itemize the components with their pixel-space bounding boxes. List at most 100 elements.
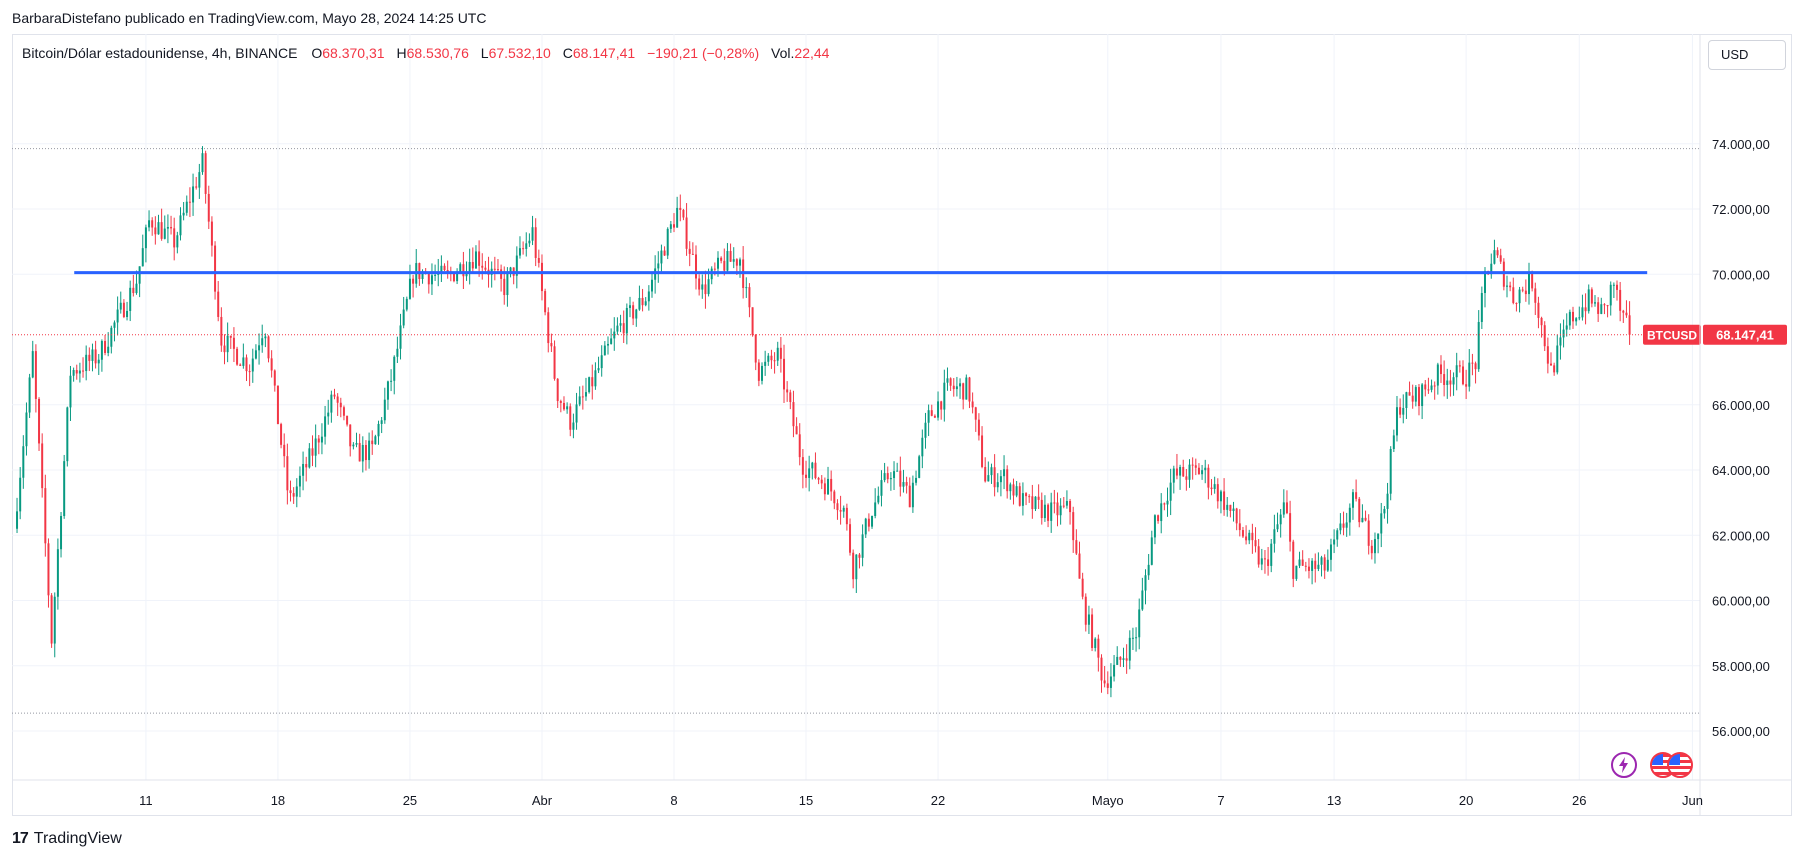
candle-body <box>383 399 386 421</box>
candle-body <box>113 322 116 328</box>
candle-body <box>176 235 179 248</box>
candle-body <box>503 278 506 296</box>
candle-body <box>515 255 518 276</box>
candle-body <box>726 250 729 271</box>
candle-body <box>47 543 50 596</box>
candle-body <box>776 347 779 361</box>
high-label: H <box>396 45 407 61</box>
candle-body <box>1172 468 1175 483</box>
candle-body <box>393 356 396 381</box>
candle-body <box>1015 486 1018 496</box>
us-flag-icon[interactable] <box>1667 752 1693 778</box>
candle-body <box>1194 465 1197 468</box>
candle-body <box>572 422 575 430</box>
candle-body <box>154 227 157 235</box>
time-axis: 11 18 25 Abr 8 15 22 Mayo 7 13 20 26 Jun <box>12 779 1792 808</box>
candle-body <box>672 224 675 228</box>
candle-body <box>883 473 886 481</box>
candle-body <box>1125 658 1128 661</box>
candle-body <box>226 335 229 353</box>
candle-body <box>625 307 628 334</box>
candle-body <box>1590 289 1593 304</box>
candle-body <box>50 595 53 644</box>
candle-body <box>107 346 110 353</box>
candle-body <box>613 331 616 339</box>
candle-body <box>911 482 914 508</box>
candle-body <box>1342 523 1345 528</box>
candle-body <box>949 378 952 386</box>
candle-body <box>163 228 166 239</box>
tradingview-logo-text: TradingView <box>33 830 122 847</box>
candle-body <box>867 518 870 527</box>
candle-body <box>1157 515 1160 522</box>
candle-body <box>1326 559 1329 571</box>
candle-body <box>1502 261 1505 287</box>
candle-body <box>157 222 160 235</box>
candle-body <box>1323 557 1326 571</box>
candle-body <box>959 383 962 387</box>
candle-body <box>1370 545 1373 554</box>
candle-body <box>292 493 295 497</box>
candle-body <box>254 350 257 359</box>
candle-body <box>540 262 543 292</box>
candle-body <box>745 287 748 289</box>
candle-body <box>817 478 820 480</box>
candle-body <box>1100 657 1103 681</box>
candle-body <box>1113 664 1116 677</box>
candle-body <box>465 272 468 277</box>
candle-body <box>534 227 537 258</box>
candle-body <box>1103 680 1106 684</box>
tradingview-logo[interactable]: 17 TradingView <box>12 830 122 848</box>
candle-body <box>418 263 421 280</box>
candle-body <box>245 357 248 372</box>
x-tick-label: Mayo <box>1092 793 1124 808</box>
candle-body <box>836 503 839 511</box>
candle-body <box>732 259 735 262</box>
candle-body <box>1380 513 1383 534</box>
candle-body <box>990 467 993 476</box>
candle-body <box>1213 484 1216 490</box>
candle-body <box>1546 346 1549 364</box>
candle-body <box>1223 491 1226 510</box>
candle-body <box>792 402 795 427</box>
candle-body <box>1559 337 1562 346</box>
candle-body <box>28 377 31 413</box>
candle-body <box>622 323 625 334</box>
candle-body <box>1345 522 1348 528</box>
candle-body <box>1304 565 1307 567</box>
candle-body <box>820 479 823 484</box>
lightning-icon[interactable] <box>1611 752 1637 778</box>
candle-body <box>166 227 169 229</box>
candle-body <box>1210 487 1213 490</box>
candle-body <box>798 434 801 458</box>
candle-body <box>556 378 559 402</box>
candle-body <box>1512 287 1515 303</box>
candle-body <box>886 473 889 480</box>
x-tick-label: 11 <box>139 793 153 808</box>
candle-body <box>1138 609 1141 638</box>
candle-body <box>1031 496 1034 510</box>
candle-body <box>952 385 955 390</box>
candle-body <box>396 348 399 357</box>
candle-body <box>1455 365 1458 378</box>
candle-body <box>795 426 798 435</box>
candle-body <box>509 267 512 274</box>
currency-selector-button[interactable]: USD <box>1708 40 1786 70</box>
candle-body <box>902 482 905 487</box>
candle-body <box>1298 559 1301 566</box>
candle-body <box>110 327 113 347</box>
candle-body <box>531 227 534 241</box>
candle-body <box>185 201 188 213</box>
candle-body <box>1229 504 1232 511</box>
candle-body <box>116 309 119 323</box>
candle-body <box>1273 529 1276 544</box>
candle-body <box>60 516 63 550</box>
candle-body <box>468 262 471 273</box>
candle-body <box>264 336 267 339</box>
candle-body <box>1439 364 1442 375</box>
candlestick-series <box>16 146 1631 698</box>
candle-body <box>1040 499 1043 519</box>
candle-body <box>1499 255 1502 262</box>
candle-body <box>16 511 19 529</box>
